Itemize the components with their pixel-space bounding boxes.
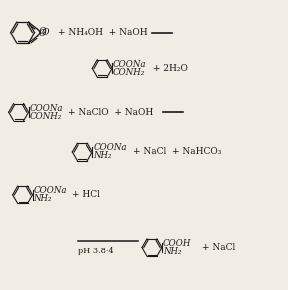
Text: O: O bbox=[41, 28, 49, 37]
Text: NH₂: NH₂ bbox=[93, 151, 112, 160]
Text: + 2H₂O: + 2H₂O bbox=[153, 64, 188, 73]
Text: COONa: COONa bbox=[93, 144, 127, 153]
Text: pH 3.8·4: pH 3.8·4 bbox=[78, 246, 114, 255]
Text: NH₂: NH₂ bbox=[163, 247, 181, 256]
Text: + HCl: + HCl bbox=[72, 190, 100, 199]
Text: O: O bbox=[39, 28, 46, 37]
Text: NH₂: NH₂ bbox=[33, 194, 52, 203]
Text: COONa: COONa bbox=[30, 104, 63, 113]
Text: + NH₄OH  + NaOH: + NH₄OH + NaOH bbox=[58, 28, 148, 37]
Text: COONa: COONa bbox=[33, 186, 67, 195]
Text: O: O bbox=[39, 29, 46, 38]
Text: + NaCl  + NaHCO₃: + NaCl + NaHCO₃ bbox=[133, 148, 221, 157]
Text: COONa: COONa bbox=[113, 60, 147, 69]
Text: + NaClO  + NaOH: + NaClO + NaOH bbox=[68, 108, 154, 117]
Text: + NaCl: + NaCl bbox=[202, 243, 235, 252]
Text: CONH₂: CONH₂ bbox=[113, 68, 145, 77]
Text: CONH₂: CONH₂ bbox=[30, 112, 62, 121]
Text: COOH: COOH bbox=[163, 239, 191, 248]
